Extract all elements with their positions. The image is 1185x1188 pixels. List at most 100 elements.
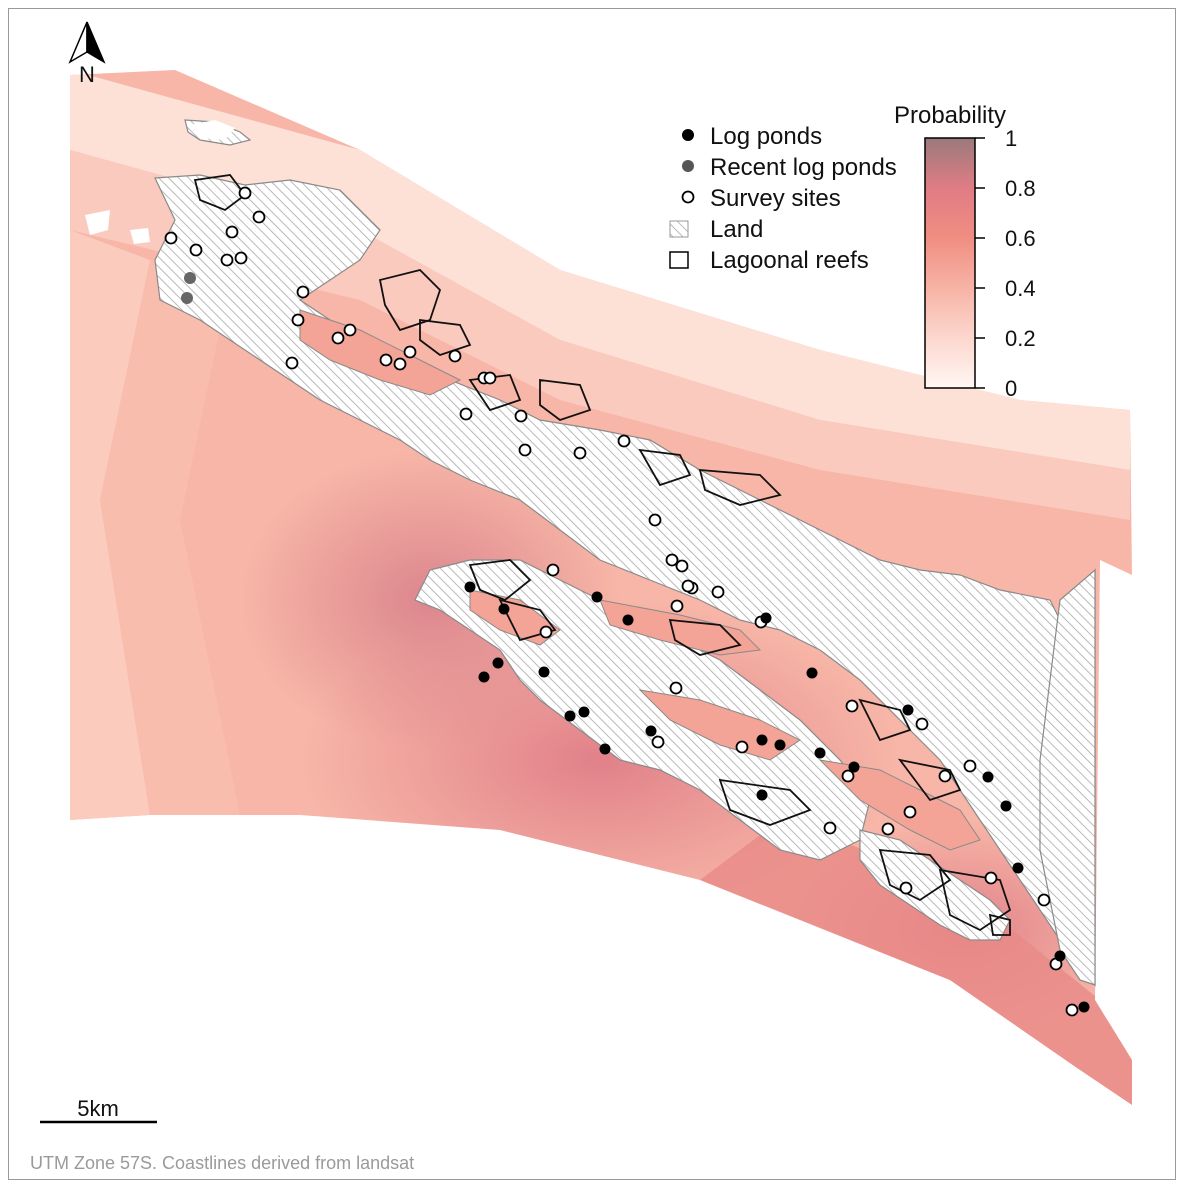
legend-lagoonal-reefs: Lagoonal reefs [710,247,869,274]
survey-site-marker [648,513,662,527]
survey-site-marker [670,599,684,613]
survey-site-marker [539,625,553,639]
survey-site-marker [252,210,266,224]
log-pond-marker [498,603,510,615]
legend-recent-log-pond-symbol [682,160,694,172]
survey-site-marker [617,434,631,448]
log-pond-marker [599,743,611,755]
survey-site-marker [1065,1003,1079,1017]
log-pond-marker [578,706,590,718]
survey-site-marker [459,407,473,421]
colorbar-ticks: 1 0.8 0.6 0.4 0.2 0 [975,126,1036,401]
log-pond-marker [1000,800,1012,812]
survey-site-marker [343,323,357,337]
recent-log-pond-marker [181,292,193,304]
survey-site-marker [514,409,528,423]
survey-site-marker [164,231,178,245]
survey-site-marker [938,769,952,783]
survey-site-marker [984,871,998,885]
north-arrow-label: N [79,62,95,87]
legend-log-pond-symbol [682,129,694,141]
survey-site-marker [448,349,462,363]
log-pond-marker [492,657,504,669]
survey-site-marker [881,822,895,836]
log-pond-marker [538,666,550,678]
survey-site-marker [234,251,248,265]
colorbar-tick-label: 0.8 [1005,176,1036,201]
survey-site-marker [845,699,859,713]
legend-land-symbol [669,220,689,238]
survey-site-marker [823,821,837,835]
survey-site-marker [735,740,749,754]
survey-site-marker [331,331,345,345]
reef-layer [193,174,1012,936]
log-pond-marker [622,614,634,626]
log-pond-marker [982,771,994,783]
survey-site-marker [291,313,305,327]
survey-site-marker [220,253,234,267]
colorbar-tick-label: 0.4 [1005,276,1036,301]
north-arrow-icon [68,21,88,64]
log-pond-marker [464,581,476,593]
survey-site-marker [841,769,855,783]
survey-site-marker [681,579,695,593]
recent-log-ponds-layer [181,272,196,304]
scale-bar-label: 5km [77,1096,119,1121]
log-pond-marker [645,725,657,737]
legend-land: Land [710,216,763,243]
colorbar-tick-label: 0.6 [1005,226,1036,251]
survey-sites-layer [164,186,1079,1017]
survey-site-marker [483,371,497,385]
colorbar-ramp [924,137,976,389]
legend-reef-symbol [669,251,689,269]
legend-survey-site-symbol [681,190,695,204]
survey-site-marker [573,446,587,460]
survey-site-marker [296,285,310,299]
scale-bar: 5km [40,1096,157,1124]
log-pond-marker [902,704,914,716]
log-pond-marker [756,789,768,801]
land-south-island [859,829,1011,941]
survey-site-marker [915,717,929,731]
legend-log-ponds: Log ponds [710,123,822,150]
survey-site-marker [393,357,407,371]
colorbar-tick-label: 0.2 [1005,326,1036,351]
colorbar-tick-label: 0 [1005,376,1017,401]
colorbar-title: Probability [894,102,1006,129]
survey-site-marker [238,186,252,200]
map-credit: UTM Zone 57S. Coastlines derived from la… [30,1153,415,1173]
survey-site-marker [225,225,239,239]
log-pond-marker [1078,1001,1090,1013]
legend-recent-log-ponds: Recent log ponds [710,154,897,181]
survey-site-marker [546,563,560,577]
survey-site-marker [711,585,725,599]
log-ponds-layer [464,581,1090,1013]
log-pond-marker [478,671,490,683]
channels [299,309,981,851]
log-pond-marker [760,612,772,624]
survey-site-marker [675,559,689,573]
log-pond-marker [806,667,818,679]
log-pond-marker [1054,950,1066,962]
log-pond-marker [564,710,576,722]
log-pond-marker [591,591,603,603]
survey-site-marker [651,735,665,749]
survey-site-marker [1037,893,1051,907]
land-east-block [1039,568,1096,986]
survey-site-marker [669,681,683,695]
survey-site-marker [189,243,203,257]
cloud-patches [85,120,235,244]
survey-site-marker [285,356,299,370]
colorbar: Probability 1 0.8 0.6 0.4 0.2 0 [894,102,1036,401]
log-pond-marker [848,761,860,773]
legend: Log ponds Recent log ponds Survey sites … [669,123,897,274]
log-pond-marker [814,747,826,759]
recent-log-pond-marker [184,272,196,284]
survey-site-marker [379,353,393,367]
log-pond-marker [756,734,768,746]
survey-site-marker [903,805,917,819]
survey-site-marker [518,443,532,457]
north-arrow: N [68,21,106,87]
survey-site-marker [665,553,679,567]
